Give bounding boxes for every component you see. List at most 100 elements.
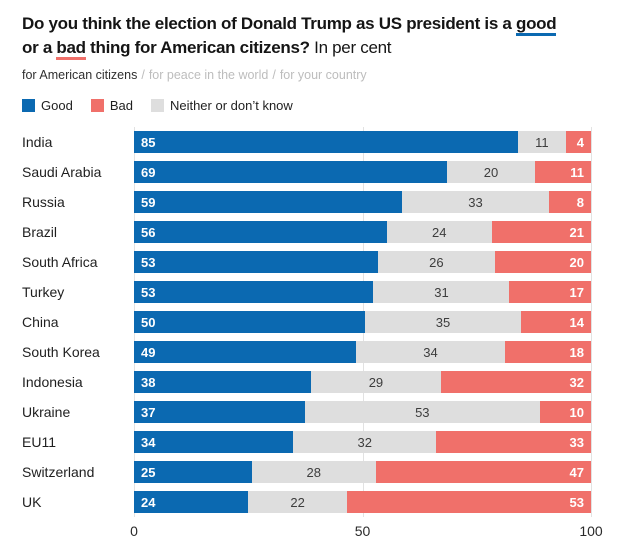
bar-row: China 50 35 14 [22, 307, 591, 337]
value-label: 11 [535, 134, 549, 150]
bar-segment-neither: 33 [402, 191, 549, 213]
bar-row: Russia 59 33 8 [22, 187, 591, 217]
title-text: Do you think the election of Donald Trum… [22, 14, 517, 33]
bar-row: Indonesia 38 29 32 [22, 367, 591, 397]
stacked-bar: 37 53 10 [134, 401, 591, 423]
bar-row: Turkey 53 31 17 [22, 277, 591, 307]
country-label: EU11 [22, 434, 56, 450]
metric-tabs: for American citizens / for peace in the w… [22, 68, 625, 82]
value-label: 69 [141, 164, 156, 180]
value-label: 14 [569, 314, 584, 330]
value-label: 17 [569, 284, 584, 300]
stacked-bar: 24 22 53 [134, 491, 591, 513]
country-label: China [22, 314, 59, 330]
value-label: 24 [432, 224, 447, 240]
x-tick-label-0: 0 [130, 523, 138, 539]
country-label: Turkey [22, 284, 65, 300]
bar-segment-bad: 53 [346, 491, 591, 513]
value-label: 8 [576, 194, 584, 210]
country-label: Saudi Arabia [22, 164, 102, 180]
value-label: 53 [415, 404, 430, 420]
country-label: UK [22, 494, 42, 510]
value-label: 33 [468, 194, 483, 210]
bar-segment-bad: 11 [535, 161, 591, 183]
bar-segment-bad: 20 [494, 251, 591, 273]
value-label: 35 [435, 314, 451, 330]
legend-item-bad: Bad [90, 98, 133, 113]
stacked-bar: 56 24 21 [134, 221, 591, 243]
title-unit-label: In per cent [314, 38, 392, 57]
bar-segment-bad: 10 [539, 401, 591, 423]
bar-segment-neither: 20 [446, 161, 536, 183]
bar-row: Brazil 56 24 21 [22, 217, 591, 247]
bar-segment-good: 53 [134, 281, 374, 303]
bar-segment-bad: 21 [491, 221, 591, 243]
gridline-100 [591, 127, 592, 517]
bar-row: Saudi Arabia 69 20 11 [22, 157, 591, 187]
bar-segment-good: 34 [134, 431, 294, 453]
title-good-highlight: good [516, 14, 557, 36]
stacked-bar: 25 28 47 [134, 461, 591, 483]
stacked-bar: 49 34 18 [134, 341, 591, 363]
value-label: 4 [576, 134, 584, 150]
tab-for-american-citizens[interactable]: for American citizens [22, 68, 138, 82]
value-label: 53 [141, 254, 156, 270]
country-label: South Africa [22, 254, 98, 270]
value-label: 85 [141, 134, 156, 150]
country-label: South Korea [22, 344, 100, 360]
chart-title-line2: or a bad thing for American citizens? In… [22, 36, 619, 60]
chart-title: Do you think the election of Donald Trum… [22, 12, 619, 60]
value-label: 33 [569, 434, 584, 450]
bar-segment-good: 24 [134, 491, 249, 513]
title-text: or a [22, 38, 57, 57]
value-label: 20 [483, 164, 499, 180]
value-label: 24 [141, 494, 156, 510]
legend: Good Bad Neither or don’t know [22, 98, 625, 113]
bar-segment-neither: 26 [378, 251, 495, 273]
value-label: 18 [569, 344, 584, 360]
country-label: Switzerland [22, 464, 95, 480]
value-label: 34 [423, 344, 438, 360]
stacked-bar: 59 33 8 [134, 191, 591, 213]
stacked-bar-chart: India 85 11 4 Saudi Arabia 69 20 11 Russia 59 33 8 B… [22, 127, 603, 541]
value-label: 34 [141, 434, 156, 450]
legend-label: Good [41, 98, 73, 113]
bar-segment-bad: 4 [566, 131, 591, 153]
good-swatch-icon [22, 99, 35, 112]
bar-segment-neither: 29 [311, 371, 441, 393]
bar-segment-good: 59 [134, 191, 403, 213]
tab-separator: / [141, 68, 145, 82]
bar-segment-good: 50 [134, 311, 365, 333]
value-label: 37 [141, 404, 156, 420]
tab-for-peace-in-the-world[interactable]: for peace in the world [148, 68, 269, 82]
bar-segment-neither: 34 [355, 341, 506, 363]
value-label: 59 [141, 194, 156, 210]
value-label: 32 [357, 434, 372, 450]
value-label: 22 [290, 494, 305, 510]
x-axis: 0 50 100 [130, 521, 603, 541]
bar-segment-neither: 24 [386, 221, 492, 243]
value-label: 10 [569, 404, 584, 420]
stacked-bar: 38 29 32 [134, 371, 591, 393]
value-label: 28 [306, 464, 321, 480]
neither-swatch-icon [150, 99, 164, 112]
value-label: 47 [569, 464, 584, 480]
tab-separator: / [272, 68, 276, 82]
value-label: 11 [570, 164, 584, 180]
chart-title-line1: Do you think the election of Donald Trum… [22, 12, 619, 36]
legend-label: Neither or don’t know [169, 98, 293, 113]
bar-segment-bad: 33 [436, 431, 591, 453]
bar-segment-neither: 32 [293, 431, 437, 453]
tab-for-your-country[interactable]: for your country [279, 68, 367, 82]
value-label: 56 [141, 224, 156, 240]
bar-row: South Africa 53 26 20 [22, 247, 591, 277]
value-label: 53 [569, 494, 584, 510]
stacked-bar: 53 31 17 [134, 281, 591, 303]
bar-segment-good: 49 [134, 341, 356, 363]
title-bad-highlight: bad [56, 38, 86, 60]
value-label: 50 [141, 314, 156, 330]
bar-segment-bad: 17 [509, 281, 591, 303]
stacked-bar: 69 20 11 [134, 161, 591, 183]
bar-row: UK 24 22 53 [22, 487, 591, 517]
